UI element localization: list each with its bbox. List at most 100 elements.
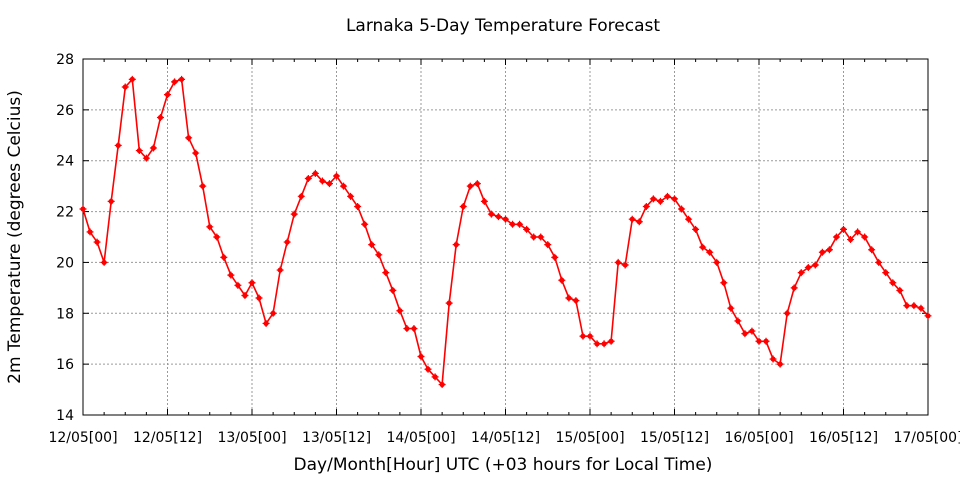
data-point-marker [748, 327, 756, 335]
y-axis-label: 2m Temperature (degrees Celcius) [5, 90, 25, 384]
data-point-marker [403, 325, 411, 333]
data-point-marker [311, 169, 319, 177]
data-point-marker [156, 113, 164, 121]
data-point-marker [121, 83, 129, 91]
data-point-marker [811, 261, 819, 269]
data-point-marker [614, 258, 622, 266]
data-point-marker [797, 269, 805, 277]
data-point-marker [100, 258, 108, 266]
data-point-marker [114, 141, 122, 149]
data-point-marker [678, 205, 686, 213]
data-point-marker [234, 281, 242, 289]
data-point-marker [283, 238, 291, 246]
data-point-marker [178, 75, 186, 83]
y-tick-label: 18 [56, 306, 74, 322]
data-point-marker [128, 75, 136, 83]
grid-lines [83, 59, 928, 415]
data-point-marker [741, 330, 749, 338]
x-tick-labels: 12/05[00] 12/05[12] 13/05[00] 13/05[12] 14/0… [48, 430, 960, 446]
data-point-marker [776, 360, 784, 368]
data-point-marker [340, 182, 348, 190]
chart-title: Larnaka 5-Day Temperature Forecast [346, 16, 660, 36]
data-point-marker [586, 332, 594, 340]
data-point-marker [396, 307, 404, 315]
data-point-marker [438, 380, 446, 388]
data-point-marker [368, 241, 376, 249]
x-tick-label: 16/05[00] [724, 430, 793, 446]
data-point-marker [769, 355, 777, 363]
y-tick-label: 24 [56, 154, 74, 170]
data-point-marker [523, 225, 531, 233]
data-point-marker [149, 144, 157, 152]
data-point-marker [544, 241, 552, 249]
data-point-marker [389, 286, 397, 294]
data-point-marker [854, 228, 862, 236]
y-tick-label: 22 [56, 205, 74, 221]
data-point-marker [825, 246, 833, 254]
data-point-marker [755, 337, 763, 345]
data-point-marker [480, 197, 488, 205]
data-point-marker [537, 233, 545, 241]
data-point-marker [361, 220, 369, 228]
x-tick-label: 12/05[00] [48, 430, 117, 446]
x-tick-label: 16/05[12] [809, 430, 878, 446]
data-point-marker [621, 261, 629, 269]
data-point-marker [804, 264, 812, 272]
data-point-marker [882, 269, 890, 277]
y-tick-label: 26 [56, 103, 74, 119]
data-point-marker [875, 258, 883, 266]
data-point-marker [206, 223, 214, 231]
x-tick-label: 12/05[12] [133, 430, 202, 446]
data-point-marker [276, 266, 284, 274]
data-point-marker [502, 215, 509, 223]
data-point-marker [607, 337, 615, 345]
data-point-marker [720, 279, 728, 287]
data-point-marker [663, 192, 671, 200]
data-point-marker [628, 215, 636, 223]
data-point-marker [269, 309, 277, 317]
data-point-marker [558, 276, 566, 284]
data-point-marker [79, 205, 87, 213]
data-point-marker [142, 154, 150, 162]
data-point-marker [762, 337, 770, 345]
data-point-marker [452, 241, 460, 249]
data-point-marker [924, 312, 932, 320]
data-point-marker [241, 291, 249, 299]
data-point-marker [135, 147, 143, 155]
axis-ticks [82, 58, 929, 416]
y-tick-label: 14 [56, 408, 74, 424]
data-point-marker [304, 175, 312, 183]
data-point-marker [713, 258, 721, 266]
data-point-marker [509, 220, 517, 228]
y-tick-label: 28 [56, 52, 74, 68]
data-point-marker [642, 202, 650, 210]
data-point-marker [192, 149, 200, 157]
data-point-marker [86, 228, 94, 236]
data-point-marker [431, 373, 439, 381]
data-point-marker [164, 91, 171, 99]
y-tick-label: 16 [56, 357, 74, 373]
data-point-marker [199, 182, 207, 190]
data-point-marker [333, 172, 340, 180]
data-point-marker [185, 134, 193, 142]
data-point-marker [354, 202, 362, 210]
data-point-marker [818, 248, 826, 256]
data-point-marker [171, 78, 179, 86]
data-point-marker [692, 225, 700, 233]
data-point-marker [699, 243, 707, 251]
data-point-marker [579, 332, 587, 340]
temperature-series [79, 75, 932, 388]
data-point-marker [375, 251, 383, 259]
data-point-marker [706, 248, 714, 256]
x-tick-label: 14/05[00] [386, 430, 455, 446]
x-tick-label: 13/05[12] [302, 430, 371, 446]
x-tick-label: 14/05[12] [471, 430, 540, 446]
data-point-marker [727, 304, 735, 312]
data-point-marker [459, 202, 467, 210]
data-point-marker [572, 297, 580, 305]
data-point-marker [530, 233, 538, 241]
data-point-marker [255, 294, 263, 302]
data-point-marker [445, 299, 453, 307]
data-point-marker [93, 238, 101, 246]
data-point-marker [382, 269, 390, 277]
